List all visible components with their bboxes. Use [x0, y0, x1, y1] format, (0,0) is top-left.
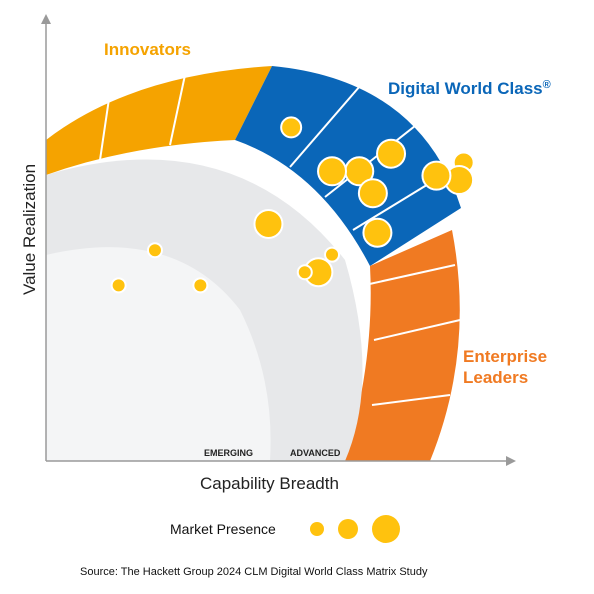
data-point-1 — [110, 277, 127, 294]
legend-label: Market Presence — [170, 521, 276, 537]
enterprise-label-line1: Enterprise — [463, 347, 547, 366]
advanced-label: ADVANCED — [290, 448, 341, 458]
source-note: Source: The Hackett Group 2024 CLM Digit… — [80, 566, 428, 578]
innovators-label: Innovators — [104, 40, 191, 59]
data-point-2 — [192, 277, 209, 294]
data-point-16 — [362, 217, 393, 248]
digital-world-class-label: Digital World Class® — [388, 79, 551, 98]
innovators-ring — [46, 66, 272, 175]
data-point-9 — [376, 138, 407, 169]
y-axis-label: Value Realization — [20, 164, 39, 295]
x-axis-label: Capability Breadth — [200, 474, 339, 493]
data-point-8 — [296, 264, 313, 281]
emerging-label: EMERGING — [204, 448, 253, 458]
x-axis-arrow — [506, 456, 516, 466]
legend-bubble-large — [372, 515, 400, 543]
data-point-15 — [421, 160, 452, 191]
data-point-6 — [253, 208, 284, 239]
legend-bubble-medium — [338, 519, 358, 539]
legend: Market Presence — [170, 515, 400, 543]
data-point-10 — [317, 156, 348, 187]
data-points — [110, 116, 475, 294]
segment-lines — [99, 74, 461, 406]
data-point-3 — [146, 242, 163, 259]
y-axis-arrow — [41, 14, 51, 24]
data-point-13 — [357, 178, 388, 209]
enterprise-leaders-ring — [345, 230, 460, 461]
legend-bubble-small — [310, 522, 324, 536]
data-point-7 — [280, 116, 303, 139]
enterprise-label-line2: Leaders — [463, 368, 528, 387]
emerging-ring — [46, 247, 271, 461]
data-point-11 — [324, 246, 341, 263]
